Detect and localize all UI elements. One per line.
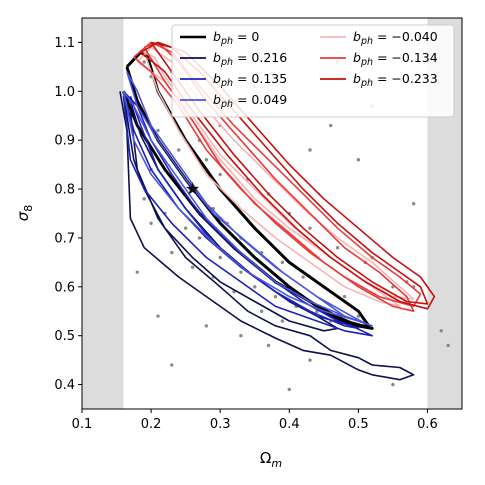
- sample-point-60: [411, 202, 416, 206]
- y-axis-ticks: 0.4 0.5 0.6 0.7 0.8 0.9 1.0 1.1: [54, 36, 82, 393]
- fiducial-star-marker: [185, 182, 200, 195]
- y-tick-label-5: 0.9: [54, 134, 75, 149]
- legend-label-1: bph = 0.216: [213, 50, 287, 68]
- sample-point-51: [308, 358, 312, 362]
- sample-point-46: [170, 363, 174, 367]
- sample-point-47: [204, 324, 209, 328]
- sample-point-26: [342, 294, 347, 299]
- sample-point-23: [280, 260, 285, 265]
- sample-point-42: [259, 309, 264, 313]
- y-tick-label-4: 0.8: [54, 183, 75, 198]
- legend-label-3: bph = 0.049: [213, 92, 287, 110]
- y-tick-label-7: 1.1: [54, 36, 75, 51]
- y-axis-label-main: σ: [14, 211, 32, 221]
- sample-point-37: [149, 221, 153, 225]
- sample-point-29: [183, 226, 188, 230]
- legend-label-2: bph = 0.135: [213, 71, 287, 89]
- contour-inner-3: [126, 71, 367, 325]
- sample-point-66: [308, 148, 312, 152]
- sample-point-27: [142, 197, 146, 201]
- y-tick-label-6: 1.0: [54, 85, 75, 100]
- x-tick-label-2: 0.3: [210, 417, 231, 432]
- contour-outer-1: [119, 91, 415, 381]
- sample-point-57: [329, 123, 333, 128]
- y-tick-label-2: 0.6: [54, 280, 75, 295]
- sample-point-39: [190, 265, 195, 269]
- sample-point-31: [218, 255, 222, 260]
- sample-point-6: [177, 148, 181, 152]
- sample-point-13: [335, 246, 340, 250]
- contour-outer-2: [122, 95, 373, 337]
- x-tick-label-1: 0.2: [141, 417, 162, 432]
- sample-point-45: [156, 314, 160, 318]
- legend-label-0: bph = 0: [213, 29, 259, 47]
- sample-point-34: [273, 294, 278, 299]
- shaded-region-0: [82, 18, 124, 409]
- contour-outer-3: [122, 90, 373, 327]
- legend-label-6: bph = −0.233: [353, 71, 438, 89]
- legend: bph = 0 bph = 0.216 bph = 0.135 bph = 0.049…: [171, 24, 455, 118]
- sample-point-49: [266, 343, 271, 348]
- sample-point-44: [135, 270, 139, 274]
- sample-point-62: [439, 329, 443, 333]
- sample-point-53: [356, 314, 361, 318]
- legend-box: [171, 24, 455, 118]
- sample-point-38: [170, 250, 174, 255]
- sample-point-30: [197, 236, 202, 240]
- legend-label-5: bph = −0.134: [353, 50, 438, 68]
- y-axis-label-sub: 8: [22, 205, 35, 212]
- x-axis-label-main: Ω: [260, 449, 271, 467]
- sample-point-43: [280, 319, 285, 323]
- sample-point-0: [142, 60, 146, 64]
- sample-point-32: [239, 270, 243, 274]
- sample-point-61: [391, 382, 395, 387]
- plot-frame: [81, 17, 463, 410]
- sample-point-12: [308, 226, 312, 230]
- x-axis-label: Ωm: [260, 449, 282, 470]
- contour-inner-4: [143, 51, 401, 308]
- sample-point-63: [446, 343, 450, 348]
- y-axis-label: σ8: [14, 205, 35, 222]
- sample-point-33: [253, 285, 257, 289]
- x-tick-label-5: 0.6: [417, 417, 438, 432]
- x-tick-label-4: 0.5: [348, 417, 369, 432]
- x-axis-label-sub: m: [271, 457, 282, 470]
- sample-point-50: [287, 387, 291, 392]
- x-axis-ticks: 0.1 0.2 0.3 0.4 0.5 0.6: [72, 409, 438, 432]
- sample-point-5: [156, 128, 160, 133]
- sample-point-24: [301, 275, 305, 279]
- sample-point-8: [218, 172, 222, 177]
- x-tick-label-0: 0.1: [72, 417, 93, 432]
- y-tick-label-0: 0.4: [54, 378, 75, 393]
- sample-point-7: [204, 158, 209, 162]
- sample-point-48: [239, 333, 243, 338]
- legend-label-4: bph = −0.040: [353, 29, 438, 47]
- sample-point-56: [356, 158, 361, 162]
- fiducial-star: [185, 182, 200, 195]
- y-tick-label-3: 0.7: [54, 231, 75, 246]
- y-tick-label-1: 0.5: [54, 329, 75, 344]
- x-tick-label-3: 0.4: [279, 417, 300, 432]
